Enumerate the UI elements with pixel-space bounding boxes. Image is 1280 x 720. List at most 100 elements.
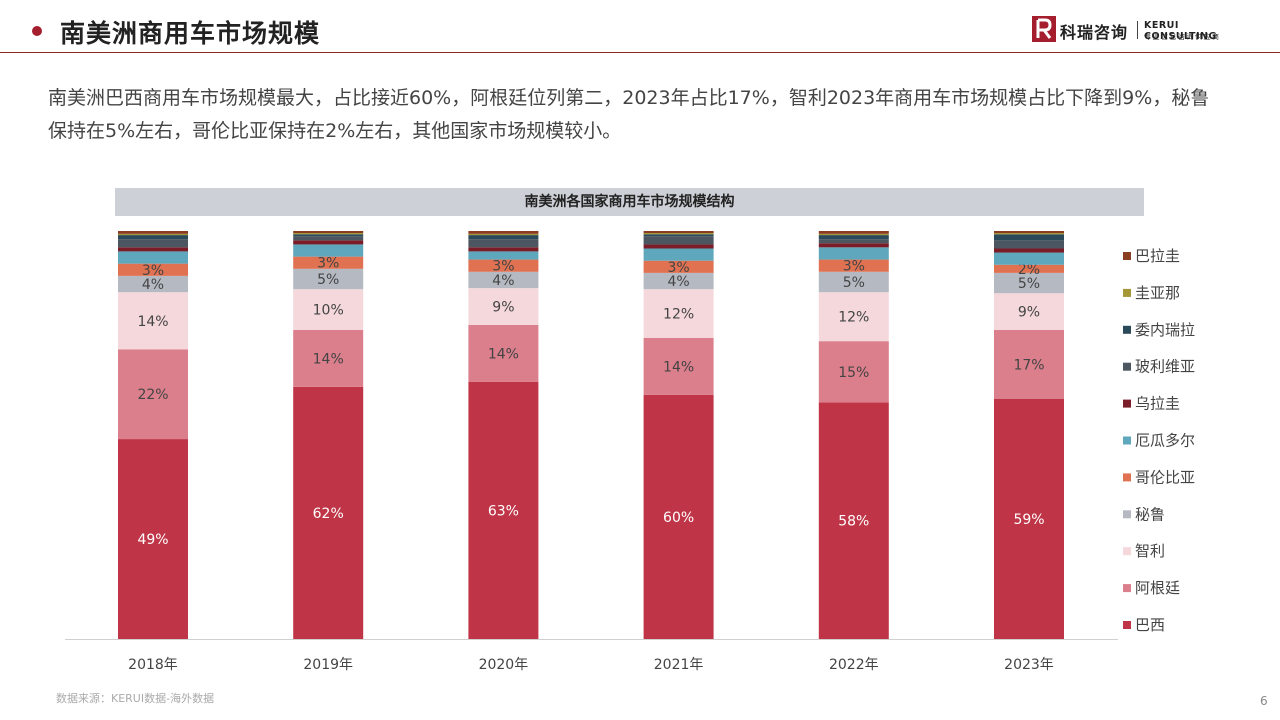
data-label: 5% <box>843 275 865 291</box>
data-label: 4% <box>492 273 514 289</box>
bar-segment <box>468 324 539 382</box>
legend-label: 玻利维亚 <box>1135 358 1195 376</box>
bar-segment <box>118 263 188 276</box>
data-label: 9% <box>1018 305 1040 321</box>
data-label: 22% <box>137 387 168 403</box>
bar-segment <box>118 247 188 252</box>
bar-segment <box>643 234 714 237</box>
bar-segment <box>293 256 364 269</box>
bar-segment <box>643 272 714 290</box>
legend-label: 巴西 <box>1135 616 1165 634</box>
bar-segment <box>643 248 714 261</box>
bar-segment <box>468 381 539 639</box>
data-label: 14% <box>488 346 519 362</box>
bar-segment <box>468 231 539 234</box>
bar-segment <box>293 386 364 639</box>
legend-label: 乌拉圭 <box>1135 395 1180 413</box>
header-divider <box>0 52 1280 53</box>
bar-segment <box>118 233 188 236</box>
bar-segment <box>994 264 1064 273</box>
bar-segment <box>118 439 188 639</box>
bar-segment <box>293 244 364 257</box>
legend-swatch <box>1123 547 1131 556</box>
bar-segment <box>118 239 188 248</box>
legend-label: 巴拉圭 <box>1135 247 1180 265</box>
bar-segment <box>293 233 364 235</box>
bar-segment <box>293 234 364 237</box>
bar-segment <box>293 329 364 387</box>
bar-segment <box>818 243 889 248</box>
legend-swatch <box>1123 362 1131 371</box>
bar-segment <box>293 236 364 241</box>
data-source-note: 数据来源：KERUI数据-海外数据 <box>56 692 215 705</box>
legend-label: 圭亚那 <box>1135 284 1180 302</box>
data-label: 9% <box>492 299 514 315</box>
chart-title-bar: 南美洲各国家商用车市场规模结构 <box>115 188 1144 216</box>
bar-segment <box>468 288 539 325</box>
description-text: 南美洲巴西商用车市场规模最大，占比接近60%，阿根廷位列第二，2023年占比17… <box>48 87 1210 142</box>
bar-segment <box>643 233 714 235</box>
bar-segment <box>118 251 188 264</box>
x-tick-label: 2021年 <box>654 657 704 673</box>
data-label: 4% <box>142 277 164 293</box>
logo-separator <box>1137 21 1138 39</box>
bar-segment <box>468 247 539 252</box>
legend-label: 委内瑞拉 <box>1135 321 1195 339</box>
company-logo: 科瑞咨询 KERUI CONSULTING 专业信息咨询供应商 <box>1032 16 1252 46</box>
data-label: 12% <box>838 310 869 326</box>
data-label: 3% <box>142 263 164 279</box>
bar-segment <box>643 236 714 245</box>
data-label: 2% <box>1018 262 1040 278</box>
bar-segment <box>643 337 714 395</box>
bar-segment <box>818 231 889 234</box>
bar-segment <box>994 233 1064 235</box>
data-label: 3% <box>492 259 514 275</box>
bar-segment <box>118 292 188 350</box>
legend-swatch <box>1123 288 1131 297</box>
x-tick-label: 2018年 <box>128 657 178 673</box>
data-label: 14% <box>663 359 694 375</box>
bar-segment <box>643 394 714 639</box>
legend-label: 阿根廷 <box>1135 579 1180 597</box>
bar-segment <box>818 402 889 639</box>
data-label: 10% <box>313 303 344 319</box>
x-tick-label: 2019年 <box>303 657 353 673</box>
data-label: 59% <box>1013 512 1044 528</box>
page-title: 南美洲商用车市场规模 <box>60 19 321 48</box>
data-label: 3% <box>317 256 339 272</box>
bar-segment <box>643 244 714 249</box>
chart-title: 南美洲各国家商用车市场规模结构 <box>524 194 735 210</box>
logo-tagline: 专业信息咨询供应商 <box>1144 33 1221 41</box>
bar-segment <box>468 259 539 272</box>
bar-segment <box>293 240 364 245</box>
bar-segment <box>818 233 889 236</box>
bar-segment <box>643 231 714 234</box>
bar-segment <box>994 399 1064 639</box>
bar-segment <box>818 341 889 403</box>
data-label: 17% <box>1013 357 1044 373</box>
legend-swatch <box>1123 621 1131 629</box>
bar-segment <box>994 272 1064 294</box>
bar-segment <box>293 231 364 234</box>
bar-segment <box>818 235 889 240</box>
data-label: 60% <box>663 510 694 526</box>
data-label: 49% <box>137 532 168 548</box>
legend-label: 哥伦比亚 <box>1135 468 1195 486</box>
data-label: 62% <box>313 506 344 522</box>
bar-segment <box>818 292 889 342</box>
legend-label: 厄瓜多尔 <box>1135 432 1195 450</box>
x-tick-label: 2022年 <box>829 657 879 673</box>
bar-segment <box>118 349 188 440</box>
bar-segment <box>293 289 364 330</box>
bar-segment <box>118 231 188 234</box>
legend-swatch <box>1123 510 1131 519</box>
bar-segment <box>643 260 714 273</box>
data-label: 14% <box>137 314 168 330</box>
data-label: 4% <box>667 274 689 290</box>
legend-label: 智利 <box>1135 542 1165 560</box>
data-label: 5% <box>317 272 339 288</box>
legend-swatch <box>1123 473 1131 482</box>
bar-segment <box>468 235 539 240</box>
data-label: 3% <box>667 260 689 276</box>
